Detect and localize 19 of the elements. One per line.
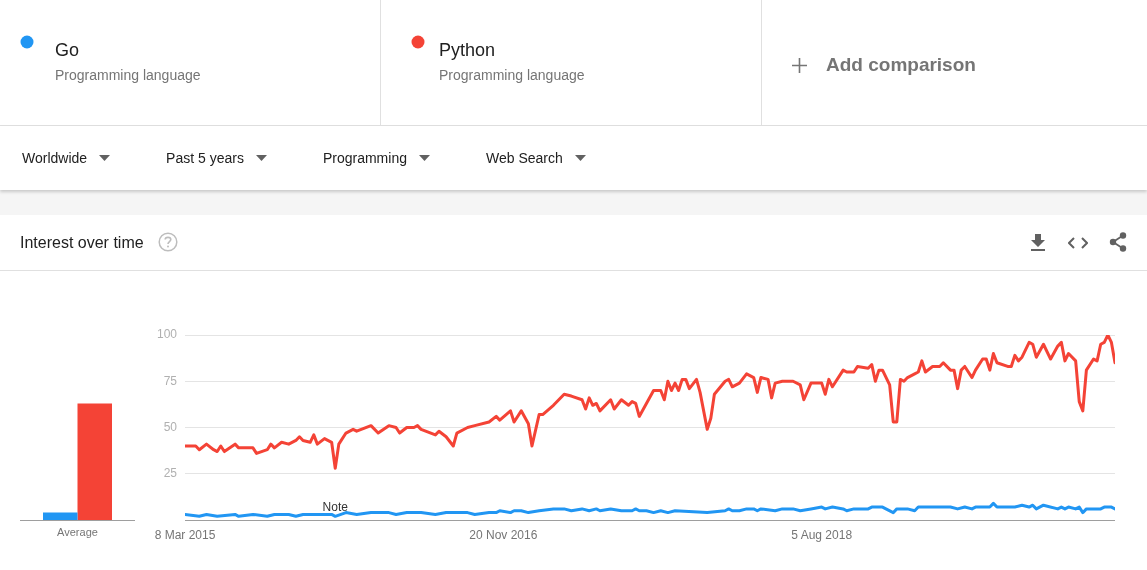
x-tick-label: 5 Aug 2018 [791, 527, 853, 542]
text: Past 5 years [166, 150, 244, 166]
x-tick-label: Average [57, 525, 98, 538]
text: Programming [322, 150, 407, 166]
y-tick-label: 25 [163, 466, 178, 481]
text: Programming language [55, 67, 201, 83]
annotation: Note [322, 499, 349, 514]
y-tick-label: 100 [156, 327, 178, 342]
text: Programming language [439, 67, 585, 83]
text: Add comparison [826, 54, 976, 76]
y-tick-label: 50 [163, 419, 178, 434]
text: Worldwide [22, 150, 88, 166]
legend-label: Go [55, 40, 80, 61]
y-tick-label: 75 [163, 373, 178, 388]
x-tick-label: 8 Mar 2015 [154, 527, 216, 542]
legend-label: Python [439, 40, 496, 61]
x-tick-label: 20 Nov 2016 [469, 527, 538, 542]
chart-title: Interest over time [20, 234, 144, 252]
text: Web Search [485, 150, 563, 166]
